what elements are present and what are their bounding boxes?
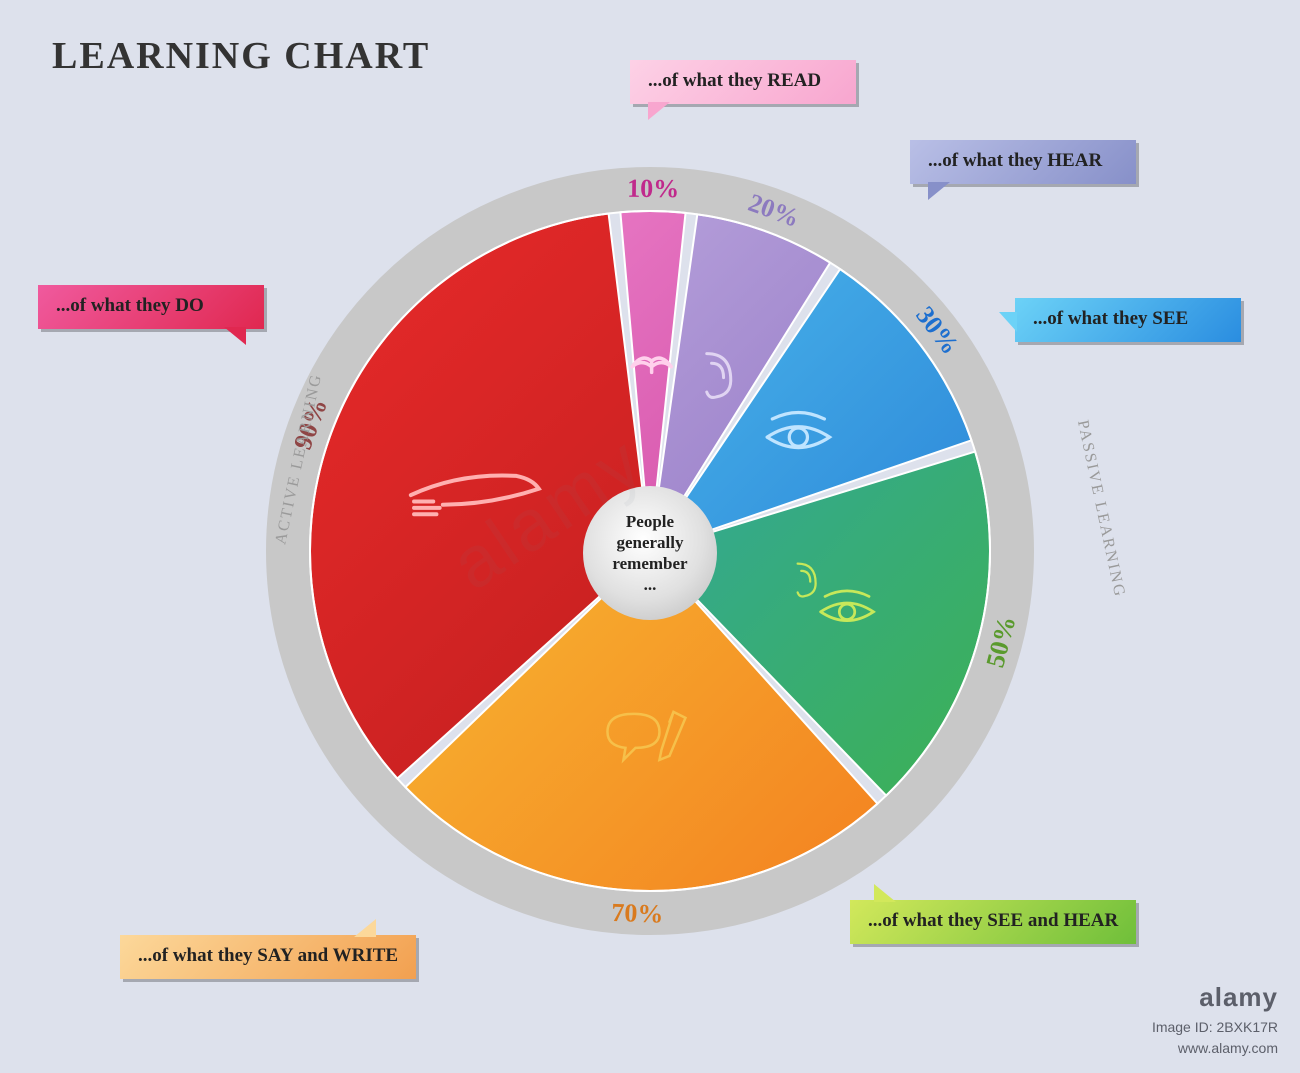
callout-do: ...of what they DO bbox=[38, 285, 264, 329]
pct-label-say_write: 70% bbox=[611, 897, 664, 928]
center-label: Peoplegenerallyremember... bbox=[583, 486, 717, 620]
ring-label-passive: PASSIVE LEARNING bbox=[1073, 419, 1128, 600]
callout-say_write: ...of what they SAY and WRITE bbox=[120, 935, 416, 979]
callout-see: ...of what they SEE bbox=[1015, 298, 1241, 342]
watermark-footer: alamy Image ID: 2BXK17R www.alamy.com bbox=[1152, 978, 1278, 1059]
callout-read: ...of what they READ bbox=[630, 60, 856, 104]
watermark-url: www.alamy.com bbox=[1152, 1038, 1278, 1059]
page-title: LEARNING CHART bbox=[52, 34, 430, 78]
watermark-brand: alamy bbox=[1152, 978, 1278, 1017]
callout-see_hear: ...of what they SEE and HEAR bbox=[850, 900, 1136, 944]
learning-pie-chart: 10%20%30%50%70%90% Peoplegenerallyrememb… bbox=[240, 141, 1060, 966]
callout-hear: ...of what they HEAR bbox=[910, 140, 1136, 184]
pct-label-read: 10% bbox=[627, 173, 679, 202]
watermark-image-id: Image ID: 2BXK17R bbox=[1152, 1017, 1278, 1038]
